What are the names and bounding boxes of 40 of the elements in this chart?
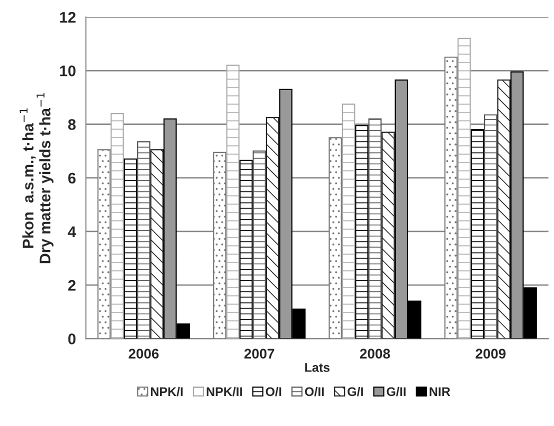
y-tick-label: 12 — [60, 12, 76, 23]
bar — [150, 149, 164, 339]
y-tick-label: 0 — [68, 334, 76, 344]
legend-label: NPK/II — [206, 386, 242, 396]
bar — [355, 125, 368, 339]
x-tick-label: 2009 — [476, 348, 506, 359]
bar — [470, 129, 484, 339]
bar — [226, 64, 240, 339]
x-tick-label: 2008 — [360, 348, 390, 359]
bar — [124, 158, 138, 339]
bar — [342, 104, 356, 339]
x-tick-label: 2006 — [128, 348, 159, 359]
y-tick-label: 6 — [68, 172, 76, 184]
bar — [97, 149, 111, 339]
legend-label: O/II — [304, 386, 324, 396]
y-axis-title: Pkon a.s.m., t·ha$^{−1}$ Dry matter yields t·ha$^{−1}$ — [20, 93, 54, 264]
bar — [213, 152, 226, 339]
legend-label: NPK/I — [150, 386, 183, 396]
x-axis-title: Lats — [305, 363, 330, 372]
x-tick-label: 2007 — [244, 348, 274, 359]
bar — [239, 160, 253, 339]
bar — [444, 56, 458, 339]
legend-label: G/II — [386, 386, 406, 396]
y-tick-label: 4 — [68, 226, 76, 237]
bar — [484, 114, 498, 339]
y-tick-label: 2 — [68, 280, 76, 291]
y-tick-label: 10 — [60, 66, 76, 76]
bar — [368, 118, 382, 339]
bar — [328, 137, 342, 339]
bar — [458, 38, 471, 339]
bar — [252, 150, 266, 339]
bar — [497, 79, 510, 339]
bar — [110, 112, 124, 339]
bar — [137, 141, 150, 339]
legend-label: G/I — [348, 386, 363, 396]
y-tick-label: 8 — [68, 119, 76, 130]
legend-label: NIR — [430, 387, 450, 396]
bar — [266, 116, 280, 339]
legend-label: O/I — [266, 386, 282, 396]
bar — [382, 132, 395, 339]
